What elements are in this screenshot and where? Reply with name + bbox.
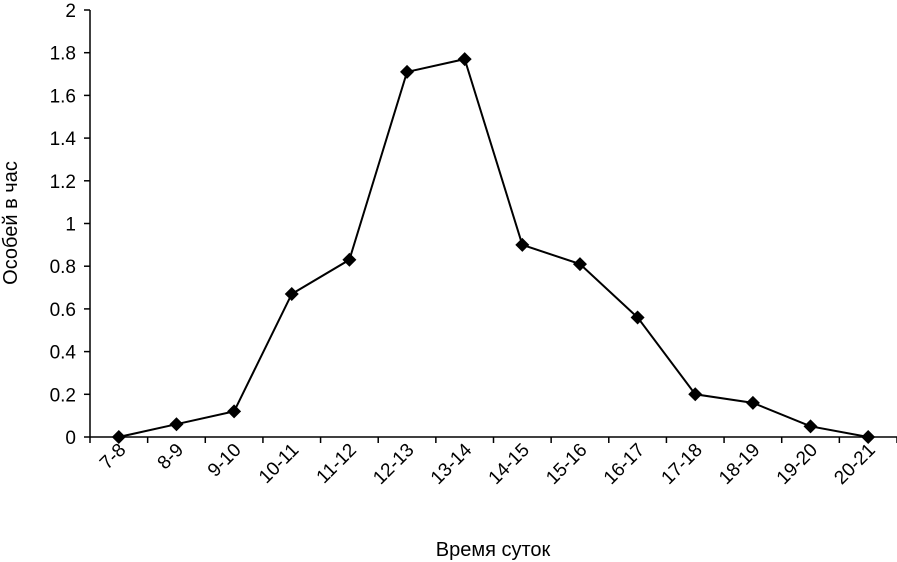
x-tick-label: 12-13 bbox=[369, 440, 418, 489]
y-tick-label: 0.6 bbox=[50, 300, 76, 321]
data-point-marker bbox=[169, 417, 184, 432]
data-point-marker bbox=[457, 52, 472, 67]
y-tick-label: 0 bbox=[65, 428, 76, 449]
y-tick-label: 1 bbox=[65, 215, 76, 236]
x-tick-label: 20-21 bbox=[830, 440, 879, 489]
x-tick-label: 14-15 bbox=[485, 440, 534, 489]
data-point-marker bbox=[400, 64, 415, 79]
x-tick-label: 9-10 bbox=[204, 440, 246, 482]
x-axis-title: Время суток bbox=[436, 539, 551, 561]
x-axis-ticks bbox=[89, 437, 897, 443]
x-tick-label: 8-9 bbox=[154, 440, 188, 474]
y-tick-label: 1.6 bbox=[50, 86, 76, 107]
x-tick-label: 10-11 bbox=[255, 440, 303, 488]
y-tick-label: 0.8 bbox=[50, 257, 76, 278]
data-point-marker bbox=[284, 286, 299, 301]
data-point-marker bbox=[515, 237, 530, 252]
x-tick-label: 11-12 bbox=[313, 440, 361, 488]
data-point-marker bbox=[342, 252, 357, 267]
x-tick-label: 13-14 bbox=[427, 439, 477, 489]
x-tick-label: 15-16 bbox=[542, 440, 591, 489]
y-axis-ticks bbox=[84, 9, 90, 438]
x-tick-label: 19-20 bbox=[773, 440, 822, 489]
y-axis-tick-labels: 0 0.2 0.4 0.6 0.8 1 1.2 1.4 1.6 1.8 2 bbox=[50, 1, 77, 449]
y-tick-label: 1.8 bbox=[50, 44, 76, 65]
y-tick-label: 0.4 bbox=[50, 343, 77, 364]
y-tick-label: 1.4 bbox=[50, 129, 77, 150]
data-point-marker bbox=[630, 310, 645, 325]
data-point-marker bbox=[572, 257, 587, 272]
y-tick-label: 0.2 bbox=[50, 385, 76, 406]
data-point-marker bbox=[803, 419, 818, 434]
data-point-marker bbox=[688, 387, 703, 402]
y-tick-label: 1.2 bbox=[50, 172, 76, 193]
series-markers bbox=[111, 52, 876, 444]
x-tick-label: 7-8 bbox=[96, 440, 130, 474]
x-axis-tick-labels: 7-8 8-9 9-10 10-11 11-12 12-13 13-14 14-15 15-16… bbox=[96, 439, 880, 489]
data-point-marker bbox=[745, 395, 760, 410]
x-tick-label: 18-19 bbox=[715, 440, 764, 489]
data-point-marker bbox=[861, 430, 876, 444]
data-point-marker bbox=[111, 430, 126, 444]
y-tick-label: 2 bbox=[65, 1, 76, 22]
x-tick-label: 16-17 bbox=[600, 440, 649, 489]
y-axis-title: Особей в час bbox=[0, 161, 22, 285]
series-line bbox=[118, 57, 869, 438]
data-point-marker bbox=[227, 404, 242, 419]
x-tick-label: 17-18 bbox=[658, 440, 707, 489]
